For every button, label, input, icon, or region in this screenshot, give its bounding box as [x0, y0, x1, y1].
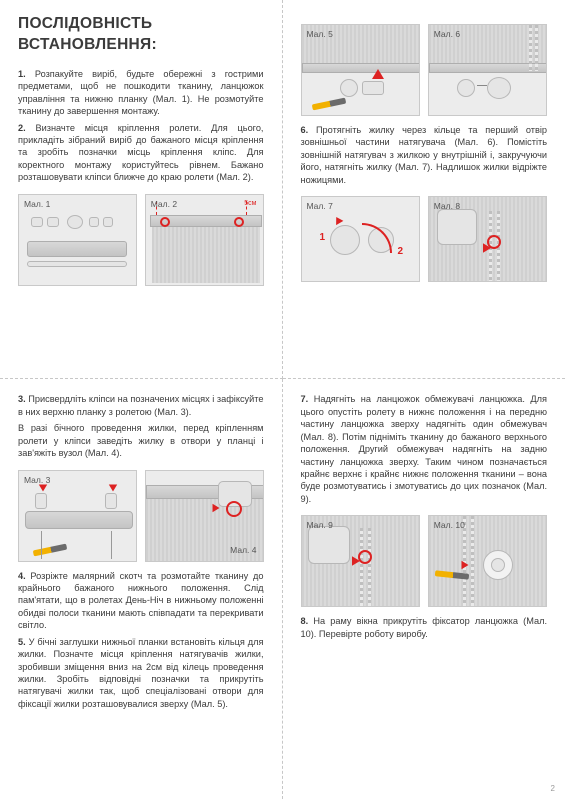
step-3a: 3. Присвердліть кліпси на позначених міс…	[18, 393, 264, 418]
figure-1: Мал. 1	[18, 194, 137, 286]
callout-1: 1	[320, 231, 326, 245]
figure-row-9-10: Мал. 9 Мал. 10	[301, 515, 548, 607]
figure-label: Мал. 6	[434, 29, 460, 40]
figure-4: Мал. 4	[145, 470, 264, 562]
figure-label: Мал. 1	[24, 199, 50, 210]
figure-label: Мал. 5	[307, 29, 333, 40]
figure-row-5-6: Мал. 5 Мал. 6	[301, 24, 548, 116]
step-6: 6. Протягніть жилку через кільце та перш…	[301, 124, 548, 186]
figure-8: Мал. 8	[428, 196, 547, 282]
section-bottom-right: 7. Надягніть на ланцюжок обмежувачі ланц…	[283, 379, 565, 799]
page-title: ПОСЛІДОВНІСТЬ ВСТАНОВЛЕННЯ:	[18, 14, 264, 56]
figure-label: Мал. 10	[434, 520, 465, 531]
section-top-right: Мал. 5 Мал. 6 6. Протягніть жилку через …	[283, 0, 565, 379]
figure-9: Мал. 9	[301, 515, 420, 607]
figure-7: Мал. 7 1 2	[301, 196, 420, 282]
page-number: 2	[551, 784, 555, 793]
section-bottom-left: 3. Присвердліть кліпси на позначених міс…	[0, 379, 283, 799]
figure-3: Мал. 3	[18, 470, 137, 562]
step-1: 1. Розпакуйте виріб, будьте обережні з г…	[18, 68, 264, 118]
step-7: 7. Надягніть на ланцюжок обмежувачі ланц…	[301, 393, 548, 505]
figure-row-3-4: Мал. 3 Мал. 4	[18, 470, 264, 562]
step-3b: В разі бічного проведення жилки, перед к…	[18, 422, 264, 459]
figure-2: Мал. 2 5см	[145, 194, 264, 286]
step-4: 4. Розріжте малярний скотч та розмотайте…	[18, 570, 264, 632]
step-5: 5. У бічні заглушки нижньої планки встан…	[18, 636, 264, 711]
figure-label: Мал. 4	[230, 545, 256, 556]
figure-10: Мал. 10	[428, 515, 547, 607]
figure-row-1-2: Мал. 1 Мал. 2 5см	[18, 194, 264, 286]
step-8: 8. На раму вікна прикрутіть фіксатор лан…	[301, 615, 548, 640]
figure-label: Мал. 9	[307, 520, 333, 531]
figure-label: Мал. 7	[307, 201, 333, 212]
figure-label: Мал. 3	[24, 475, 50, 486]
callout-2: 2	[398, 245, 404, 259]
figure-label: Мал. 2	[151, 199, 177, 210]
figure-row-7-8: Мал. 7 1 2 Мал. 8	[301, 196, 548, 282]
step-2: 2. Визначте місця кріплення ролети. Для …	[18, 122, 264, 184]
figure-5: Мал. 5	[301, 24, 420, 116]
figure-label: Мал. 8	[434, 201, 460, 212]
figure-6: Мал. 6	[428, 24, 547, 116]
section-top-left: ПОСЛІДОВНІСТЬ ВСТАНОВЛЕННЯ: 1. Розпакуйт…	[0, 0, 283, 379]
